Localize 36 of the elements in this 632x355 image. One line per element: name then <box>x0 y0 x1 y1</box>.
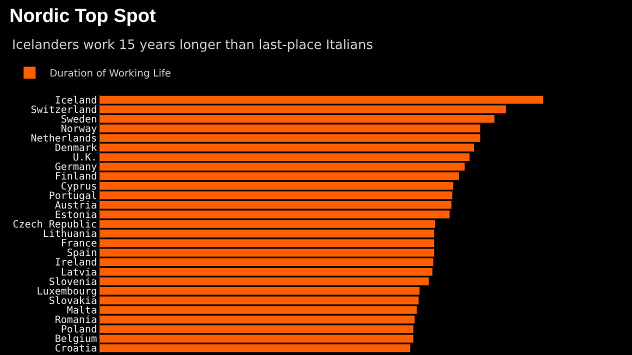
bar <box>100 248 434 257</box>
y-tick-label: Germany <box>54 162 97 174</box>
y-tick-label: Czech Republic <box>12 220 97 230</box>
y-tick-label: Sweden <box>60 114 97 126</box>
y-tick-label: Austria <box>54 200 97 212</box>
chart-subtitle: Icelanders work 15 years longer than last-place Italians <box>12 38 374 53</box>
bar <box>100 258 434 266</box>
y-tick-label: Estonia <box>54 210 97 221</box>
y-tick-label: Slovakia <box>48 296 97 307</box>
y-tick-label: Spain <box>66 248 97 260</box>
y-tick-label: Norway <box>60 124 97 135</box>
y-tick-label: Croatia <box>54 344 97 355</box>
y-tick-label: Denmark <box>54 143 97 154</box>
bar <box>100 182 454 190</box>
bar <box>100 334 414 343</box>
bar <box>100 344 410 352</box>
y-tick-label: Switzerland <box>30 104 97 116</box>
y-tick-label: Cyprus <box>60 181 97 192</box>
legend-label: Duration of Working Life <box>50 68 172 80</box>
y-tick-label: Finland <box>54 172 97 183</box>
bar <box>100 162 465 171</box>
y-tick-label: Iceland <box>54 95 97 106</box>
bar <box>100 172 459 180</box>
y-tick-label: Ireland <box>54 258 97 269</box>
y-tick-label: Lithuania <box>42 229 97 240</box>
chart-title: Nordic Top Spot <box>9 6 157 28</box>
y-tick-label: Luxembourg <box>36 286 97 298</box>
y-tick-label: Slovenia <box>48 276 97 288</box>
y-tick-label: Latvia <box>60 267 97 278</box>
y-tick-label: Portugal <box>48 190 97 202</box>
y-tick-label: Belgium <box>54 334 97 346</box>
bar <box>100 96 544 104</box>
y-tick-label: Malta <box>66 306 97 316</box>
y-tick-label: Netherlands <box>30 134 97 144</box>
y-tick-label: U.K. <box>72 152 97 164</box>
bar <box>100 268 432 276</box>
